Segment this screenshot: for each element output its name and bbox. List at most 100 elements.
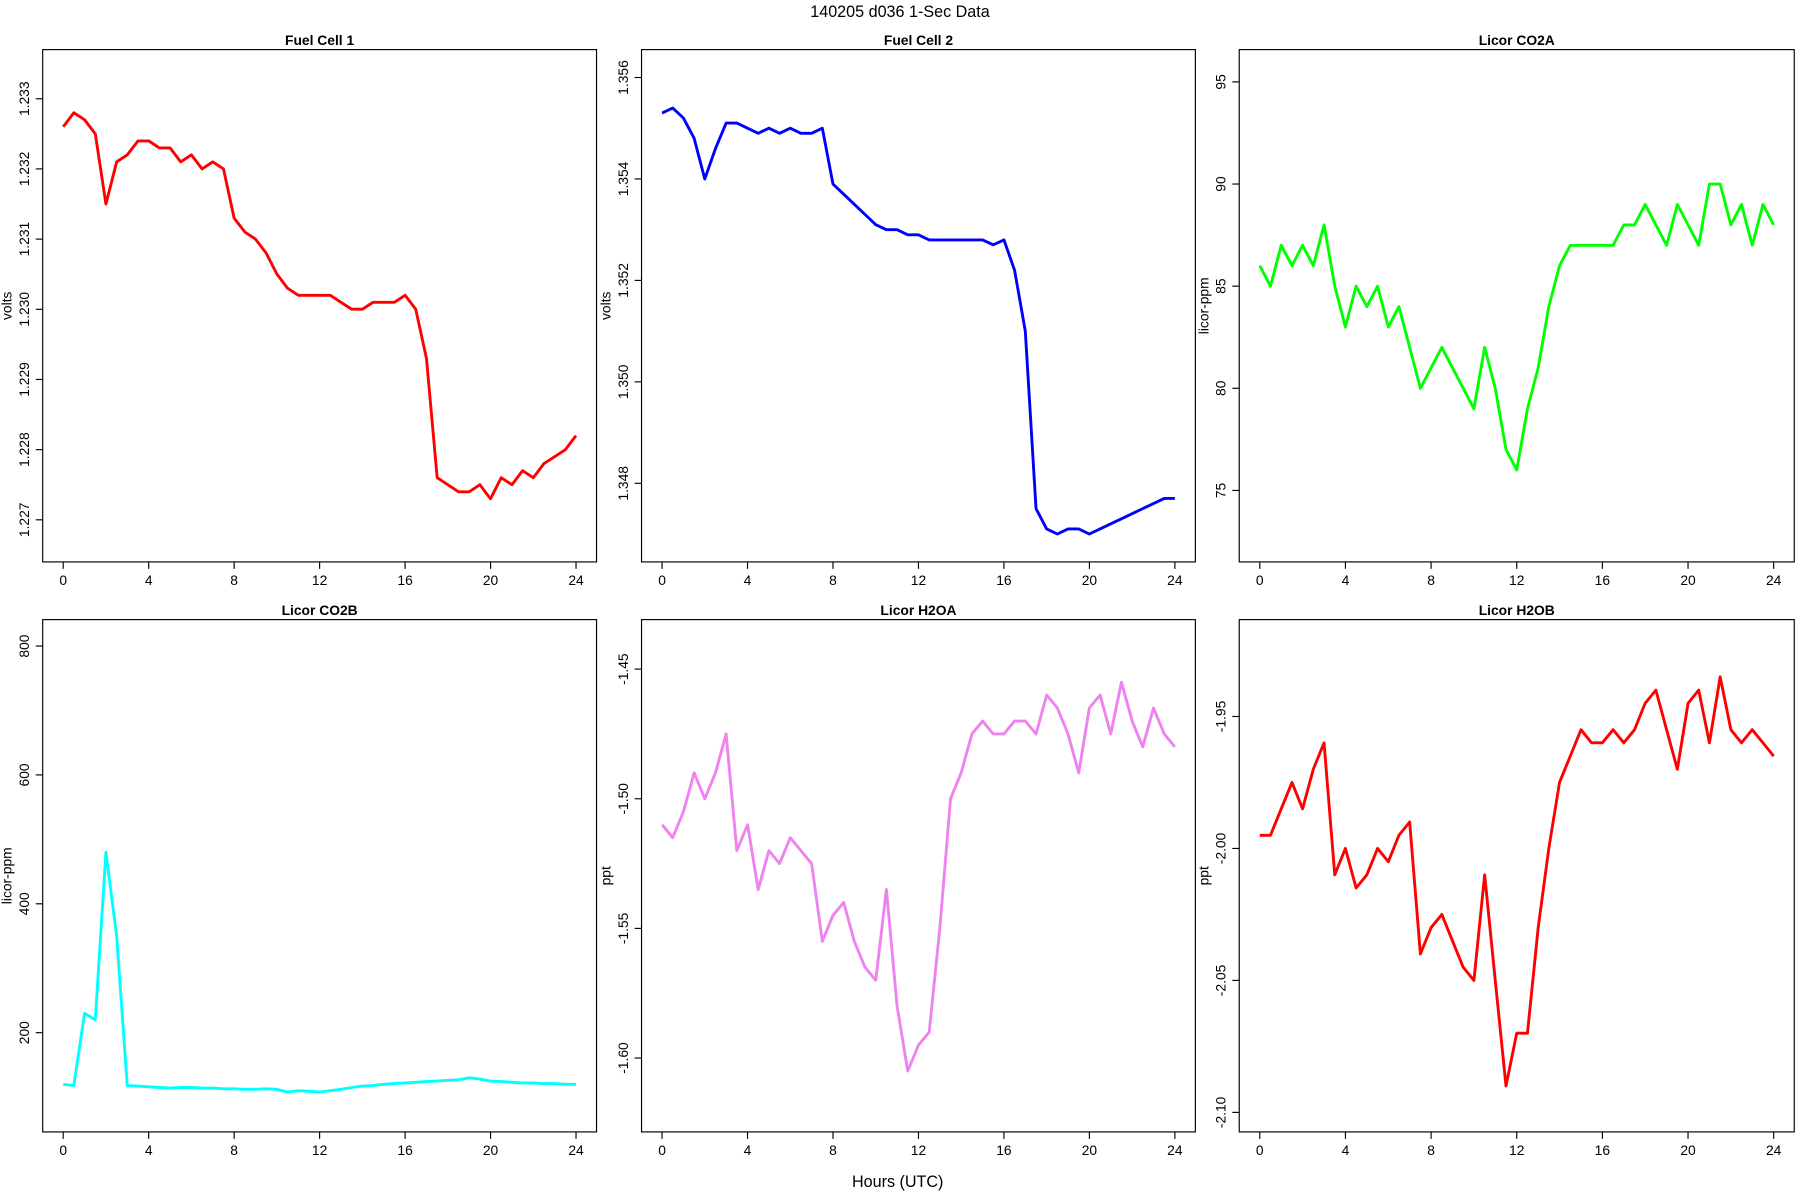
x-tick-label: 16 bbox=[996, 572, 1012, 588]
x-tick-label: 4 bbox=[145, 1142, 153, 1158]
y-axis-label: volts bbox=[598, 291, 614, 320]
y-tick-label: 1.352 bbox=[615, 263, 631, 298]
x-tick-label: 24 bbox=[1167, 572, 1183, 588]
data-line bbox=[1259, 675, 1775, 1088]
y-axis-label: licor-ppm bbox=[1195, 277, 1211, 334]
x-tick-label: 20 bbox=[1082, 1142, 1098, 1158]
y-tick-label: 1.231 bbox=[16, 221, 32, 256]
panel-title: Licor CO2A bbox=[1479, 32, 1555, 48]
y-tick-label: 80 bbox=[1213, 380, 1229, 396]
y-tick-label: -1.50 bbox=[615, 783, 631, 815]
x-tick-label: 16 bbox=[1595, 572, 1611, 588]
data-line bbox=[660, 680, 1176, 1073]
x-tick-label: 0 bbox=[59, 572, 67, 588]
panel: Licor CO2A licor-ppm 0 4 8 12 16 20 24 75 80 85 90 95 bbox=[1195, 32, 1795, 588]
x-tick-label: 12 bbox=[312, 572, 327, 588]
y-tick-label: 1.348 bbox=[615, 466, 631, 501]
x-tick-label: 20 bbox=[1680, 1142, 1696, 1158]
y-axis-label: ppt bbox=[598, 866, 614, 885]
y-tick-label: 1.230 bbox=[16, 292, 32, 327]
panel-title: Licor H2OA bbox=[880, 602, 956, 618]
x-tick-label: 16 bbox=[1595, 1142, 1611, 1158]
x-axis-label: Hours (UTC) bbox=[852, 1173, 943, 1191]
data-line bbox=[62, 111, 578, 501]
y-tick-label: 1.229 bbox=[16, 362, 32, 397]
x-tick-label: 24 bbox=[1766, 1142, 1782, 1158]
x-tick-label: 16 bbox=[397, 572, 413, 588]
plot-frame bbox=[1238, 619, 1795, 1133]
panel: Licor CO2B licor-ppm 0 4 8 12 16 20 24 200 400 600 8… bbox=[0, 602, 598, 1158]
y-tick-label: 1.227 bbox=[16, 503, 32, 538]
x-tick-label: 12 bbox=[911, 572, 926, 588]
x-tick-label: 24 bbox=[568, 572, 584, 588]
x-tick-label: 12 bbox=[1509, 1142, 1524, 1158]
panel: Fuel Cell 1 volts 0 4 8 12 16 20 24 1.227 1.228 1.2… bbox=[0, 32, 598, 588]
panel: Licor H2OB ppt 0 4 8 12 16 20 24 -2.10 -2.05 -2.00 -… bbox=[1195, 602, 1795, 1158]
x-tick-label: 24 bbox=[568, 1142, 584, 1158]
data-line bbox=[661, 106, 1175, 536]
y-tick-label: -2.10 bbox=[1213, 1096, 1229, 1128]
x-tick-label: 16 bbox=[996, 1142, 1012, 1158]
panel-title: Fuel Cell 1 bbox=[285, 32, 354, 48]
x-tick-label: 16 bbox=[397, 1142, 413, 1158]
x-tick-label: 0 bbox=[59, 1142, 67, 1158]
y-tick-label: 1.350 bbox=[615, 364, 631, 399]
plot-frame bbox=[640, 619, 1196, 1133]
x-tick-label: 8 bbox=[829, 572, 837, 588]
data-line bbox=[1258, 182, 1775, 472]
y-tick-label: 85 bbox=[1213, 278, 1229, 294]
y-tick-label: -1.95 bbox=[1213, 700, 1229, 732]
x-tick-label: 0 bbox=[658, 572, 666, 588]
y-axis-label: licor-ppm bbox=[0, 847, 15, 904]
x-tick-label: 4 bbox=[744, 572, 752, 588]
panel-title: Fuel Cell 2 bbox=[884, 32, 953, 48]
x-tick-label: 0 bbox=[1256, 572, 1264, 588]
x-tick-label: 8 bbox=[829, 1142, 837, 1158]
panel-title: Licor CO2B bbox=[282, 602, 358, 618]
x-tick-label: 12 bbox=[1509, 572, 1524, 588]
y-tick-label: 600 bbox=[16, 763, 32, 786]
panel: Fuel Cell 2 volts 0 4 8 12 16 20 24 1.348 1.350 1.3… bbox=[598, 32, 1196, 588]
y-tick-label: 75 bbox=[1213, 482, 1229, 498]
x-tick-label: 24 bbox=[1766, 572, 1782, 588]
plot-frame bbox=[1238, 49, 1795, 563]
y-tick-label: -2.00 bbox=[1213, 832, 1229, 864]
x-tick-label: 4 bbox=[1342, 1142, 1350, 1158]
data-line bbox=[63, 850, 576, 1094]
x-tick-label: 20 bbox=[483, 1142, 499, 1158]
y-tick-label: 800 bbox=[16, 634, 32, 657]
y-tick-label: 400 bbox=[16, 892, 32, 915]
x-tick-label: 24 bbox=[1167, 1142, 1183, 1158]
x-tick-label: 12 bbox=[911, 1142, 926, 1158]
x-tick-label: 0 bbox=[658, 1142, 666, 1158]
y-tick-label: -1.55 bbox=[615, 912, 631, 944]
x-tick-label: 8 bbox=[230, 1142, 238, 1158]
panel-title: Licor H2OB bbox=[1479, 602, 1555, 618]
x-tick-label: 8 bbox=[1427, 1142, 1435, 1158]
y-axis-label: volts bbox=[0, 291, 15, 320]
x-tick-label: 20 bbox=[1680, 572, 1696, 588]
y-tick-label: 90 bbox=[1213, 176, 1229, 192]
x-tick-label: 4 bbox=[1342, 572, 1350, 588]
y-tick-label: -1.45 bbox=[615, 653, 631, 685]
y-tick-label: 95 bbox=[1213, 74, 1229, 90]
x-tick-label: 4 bbox=[145, 572, 153, 588]
x-tick-label: 20 bbox=[1082, 572, 1098, 588]
x-tick-label: 8 bbox=[1427, 572, 1435, 588]
y-axis-label: ppt bbox=[1195, 866, 1211, 885]
y-tick-label: 1.356 bbox=[615, 60, 631, 95]
y-tick-label: 1.354 bbox=[615, 161, 631, 196]
y-tick-label: -2.05 bbox=[1213, 964, 1229, 996]
x-tick-label: 8 bbox=[230, 572, 238, 588]
y-tick-label: 200 bbox=[16, 1021, 32, 1044]
y-tick-label: -1.60 bbox=[615, 1042, 631, 1074]
x-tick-label: 0 bbox=[1256, 1142, 1264, 1158]
figure-title: 140205 d036 1-Sec Data bbox=[810, 3, 990, 21]
y-tick-label: 1.233 bbox=[16, 81, 32, 116]
x-tick-label: 12 bbox=[312, 1142, 327, 1158]
panel: Licor H2OA ppt 0 4 8 12 16 20 24 -1.60 -1.55 -1.50 -… bbox=[598, 602, 1196, 1158]
y-tick-label: 1.228 bbox=[16, 432, 32, 467]
x-tick-label: 4 bbox=[744, 1142, 752, 1158]
x-tick-label: 20 bbox=[483, 572, 499, 588]
